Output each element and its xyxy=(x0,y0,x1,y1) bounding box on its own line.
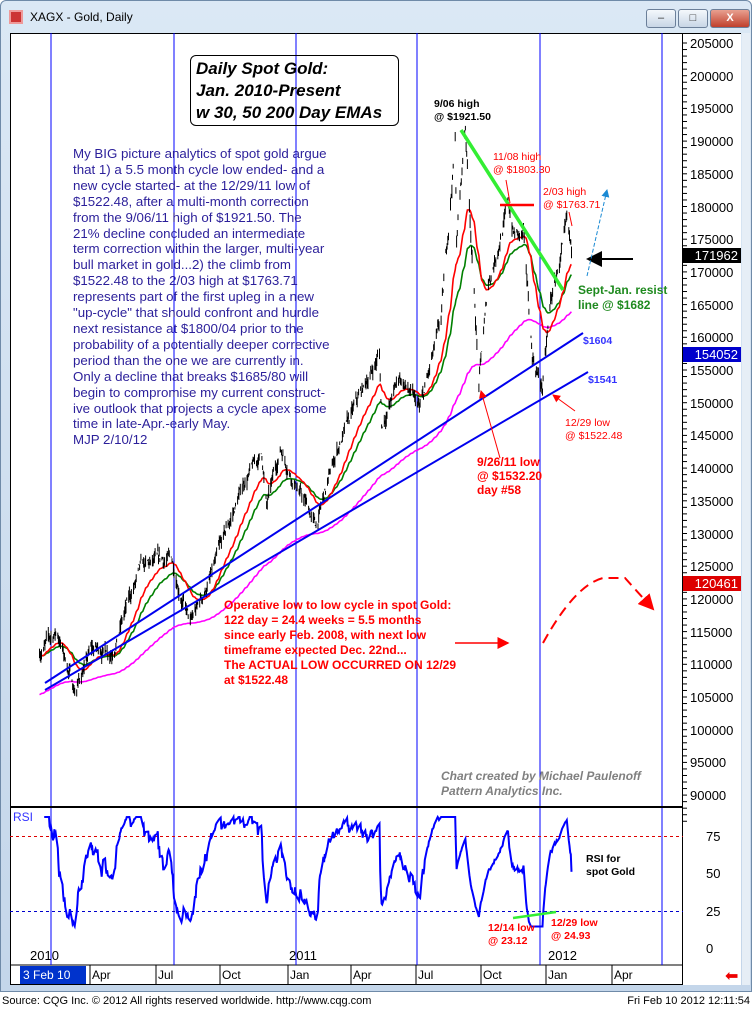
annotation-resist-line: Sept-Jan. resist line @ $1682 xyxy=(578,283,668,312)
rsi-pane-label: RSI xyxy=(13,810,34,824)
y-tick-label: 165000 xyxy=(690,297,734,313)
y-tick-label: 205000 xyxy=(690,36,734,51)
annotation-1541: $1541 xyxy=(588,374,618,386)
y-tick-label: 190000 xyxy=(690,134,734,150)
scroll-left-arrow-icon[interactable]: ⬅ xyxy=(725,968,739,985)
y-tick-label: 150000 xyxy=(690,395,734,411)
support-trendline-lower xyxy=(44,371,589,691)
projection-up-arrow-icon xyxy=(586,189,610,277)
x-tick-label: Apr xyxy=(92,968,111,982)
x-tick-label: Apr xyxy=(353,968,372,982)
annotation-906-high: 9/06 high @ $1921.50 xyxy=(434,98,491,123)
high-203-pointer xyxy=(568,211,573,227)
title-line: Jan. 2010-Present xyxy=(196,81,341,100)
cycle-note: Operative low to low cycle in spot Gold:… xyxy=(224,598,457,687)
x-tick-label: Oct xyxy=(483,968,502,982)
rsi-1229-low: 12/29 low @ 24.93 xyxy=(551,917,598,942)
x-tick-label: Oct xyxy=(222,968,241,982)
y-tick-label: 95000 xyxy=(690,755,727,771)
x-tick-label: Jan xyxy=(290,968,310,982)
timestamp: Fri Feb 10 2012 12:11:54 xyxy=(627,995,750,1007)
commentary-text: My BIG picture analytics of spot gold ar… xyxy=(73,146,330,448)
y-tick-label: 140000 xyxy=(690,461,734,477)
y-tick-label: 110000 xyxy=(690,657,733,673)
annotation-203-high: 2/03 high @ $1763.71 xyxy=(543,186,601,211)
maximize-button[interactable]: □ xyxy=(678,9,708,28)
ema-200-line xyxy=(39,311,572,696)
y-tick-label: 105000 xyxy=(690,690,734,705)
y-tick-label: 115000 xyxy=(690,624,733,640)
y-tick-label: 135000 xyxy=(690,493,734,509)
price-axis xyxy=(683,33,741,985)
scrollbar[interactable] xyxy=(742,33,750,985)
rsi-annotation: RSI for spot Gold xyxy=(586,853,635,878)
y-tick-label: 160000 xyxy=(690,330,734,346)
x-tick-label: Jul xyxy=(158,968,174,982)
ema-30-line xyxy=(39,208,572,672)
rsi-1214-low: 12/14 low @ 23.12 xyxy=(488,922,535,947)
y-tick-label: 130000 xyxy=(690,526,734,542)
y-tick-label: 185000 xyxy=(690,166,734,182)
x-tick-label: Jan xyxy=(548,968,568,982)
x-tick-label: Apr xyxy=(614,968,633,982)
low-1229-arrow-icon xyxy=(552,394,576,412)
resistance-trendline xyxy=(459,129,565,291)
annotation-926-low: 9/26/11 low @ $1532.20 day #58 xyxy=(477,455,543,497)
price-bars xyxy=(39,125,572,697)
rsi-tick-label: 25 xyxy=(706,903,721,919)
y-tick-label: 100000 xyxy=(690,722,734,738)
app-icon xyxy=(9,10,23,24)
close-button[interactable]: X xyxy=(710,9,750,28)
support-price-tag: 154052 xyxy=(683,347,741,362)
rsi-tick-label: 0 xyxy=(706,941,714,956)
title-line: w 30, 50 200 Day EMAs xyxy=(196,103,383,122)
status-bar: Source: CQG Inc. © 2012 All rights reser… xyxy=(0,993,752,1011)
year-label: 2011 xyxy=(289,948,317,963)
rsi-tick-label: 75 xyxy=(706,828,721,844)
year-label: 2010 xyxy=(30,948,59,963)
y-tick-label: 90000 xyxy=(690,788,727,804)
y-tick-label: 180000 xyxy=(690,199,734,215)
y-tick-label: 155000 xyxy=(690,363,734,378)
minimize-button[interactable]: – xyxy=(646,9,676,28)
annotation-1229-low: 12/29 low @ $1522.48 xyxy=(565,417,623,442)
x-tick-label: Jul xyxy=(418,968,434,982)
window-title: XAGX - Gold, Daily xyxy=(30,10,133,24)
chart-credit: Chart created by Michael Paulenoff Patte… xyxy=(441,769,641,798)
y-tick-label: 195000 xyxy=(690,101,734,117)
cycle-projection-arc xyxy=(542,577,655,644)
y-tick-label: 200000 xyxy=(690,68,734,84)
year-label: 2012 xyxy=(548,948,577,963)
date-cursor[interactable]: 3 Feb 10 xyxy=(20,966,86,984)
annotation-1108-high: 11/08 high @ $1803.30 xyxy=(493,151,551,176)
rsi-divergence-line xyxy=(512,910,557,920)
y-tick-label: 145000 xyxy=(690,428,734,444)
chart-title-box: Daily Spot Gold: Jan. 2010-Present w 30,… xyxy=(190,55,399,126)
y-tick-label: 120000 xyxy=(690,591,734,607)
rsi-line xyxy=(44,813,573,930)
title-line: Daily Spot Gold: xyxy=(196,59,329,78)
y-tick-label: 175000 xyxy=(690,232,734,248)
last-price-tag: 171962 xyxy=(683,248,741,263)
low-926-arrow-icon xyxy=(479,390,501,459)
rsi-tick-label: 50 xyxy=(706,866,721,881)
y-tick-label: 125000 xyxy=(690,559,734,575)
y-tick-label: 170000 xyxy=(690,264,734,280)
projection-price-tag: 120461 xyxy=(683,576,741,591)
annotation-1604: $1604 xyxy=(583,335,613,347)
title-bar: XAGX - Gold, Daily – □ X xyxy=(1,1,751,33)
source-text: Source: CQG Inc. © 2012 All rights reser… xyxy=(2,995,372,1007)
support-trendline-upper xyxy=(44,332,584,684)
high-1108-pointer xyxy=(505,179,511,204)
